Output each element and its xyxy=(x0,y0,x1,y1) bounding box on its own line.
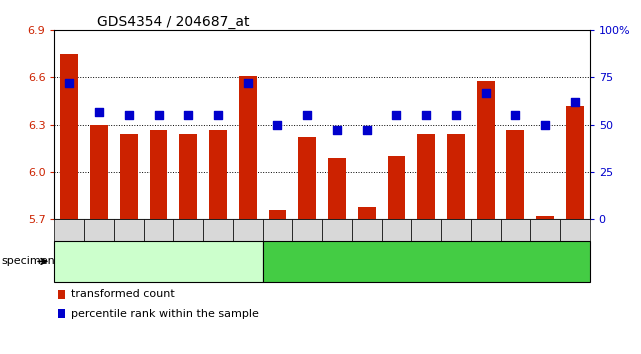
Text: specimen: specimen xyxy=(1,256,55,267)
Text: GSM746844: GSM746844 xyxy=(269,227,278,274)
Point xyxy=(510,113,520,118)
Bar xyxy=(90,125,108,219)
Text: GSM746838: GSM746838 xyxy=(90,227,99,274)
Text: pre-surgical: pre-surgical xyxy=(122,255,196,268)
Bar xyxy=(566,106,584,219)
Text: GSM746841: GSM746841 xyxy=(179,227,188,274)
Point xyxy=(94,109,104,114)
Text: GDS4354 / 204687_at: GDS4354 / 204687_at xyxy=(97,15,250,29)
Point xyxy=(540,122,550,128)
Text: transformed count: transformed count xyxy=(71,289,174,299)
Point xyxy=(124,113,134,118)
Bar xyxy=(269,210,287,219)
Point xyxy=(213,113,223,118)
Bar xyxy=(149,130,167,219)
Point xyxy=(183,113,194,118)
Text: percentile rank within the sample: percentile rank within the sample xyxy=(71,309,258,319)
Bar xyxy=(328,158,346,219)
Bar xyxy=(447,134,465,219)
Text: GSM746853: GSM746853 xyxy=(536,227,545,274)
Text: GSM746848: GSM746848 xyxy=(387,227,396,274)
Text: GSM746846: GSM746846 xyxy=(328,227,337,274)
Bar xyxy=(209,130,227,219)
Point xyxy=(570,99,580,105)
Text: GSM746849: GSM746849 xyxy=(417,227,426,274)
Bar xyxy=(239,76,256,219)
Bar xyxy=(388,156,405,219)
Text: GSM746840: GSM746840 xyxy=(149,227,158,274)
Point xyxy=(481,90,491,96)
Text: GSM746850: GSM746850 xyxy=(447,227,456,274)
Text: GSM746845: GSM746845 xyxy=(298,227,307,274)
Text: GSM746837: GSM746837 xyxy=(60,227,69,274)
Bar xyxy=(179,134,197,219)
Point xyxy=(272,122,283,128)
Bar xyxy=(60,54,78,219)
Point xyxy=(391,113,401,118)
Bar xyxy=(417,134,435,219)
Text: GSM746842: GSM746842 xyxy=(209,227,218,274)
Point xyxy=(243,80,253,86)
Text: GSM746852: GSM746852 xyxy=(506,227,515,274)
Bar xyxy=(120,134,138,219)
Point xyxy=(332,128,342,133)
Bar xyxy=(506,130,524,219)
Bar xyxy=(536,216,554,219)
Text: post-surgical: post-surgical xyxy=(386,255,467,268)
Bar xyxy=(477,81,495,219)
Point xyxy=(153,113,163,118)
Bar xyxy=(298,137,316,219)
Text: GSM746854: GSM746854 xyxy=(566,227,575,274)
Text: GSM746843: GSM746843 xyxy=(238,227,248,274)
Text: GSM746851: GSM746851 xyxy=(477,227,486,274)
Bar xyxy=(358,207,376,219)
Point xyxy=(421,113,431,118)
Point xyxy=(451,113,461,118)
Point xyxy=(302,113,312,118)
Point xyxy=(64,80,74,86)
Text: GSM746847: GSM746847 xyxy=(358,227,367,274)
Text: GSM746839: GSM746839 xyxy=(120,227,129,274)
Point xyxy=(362,128,372,133)
